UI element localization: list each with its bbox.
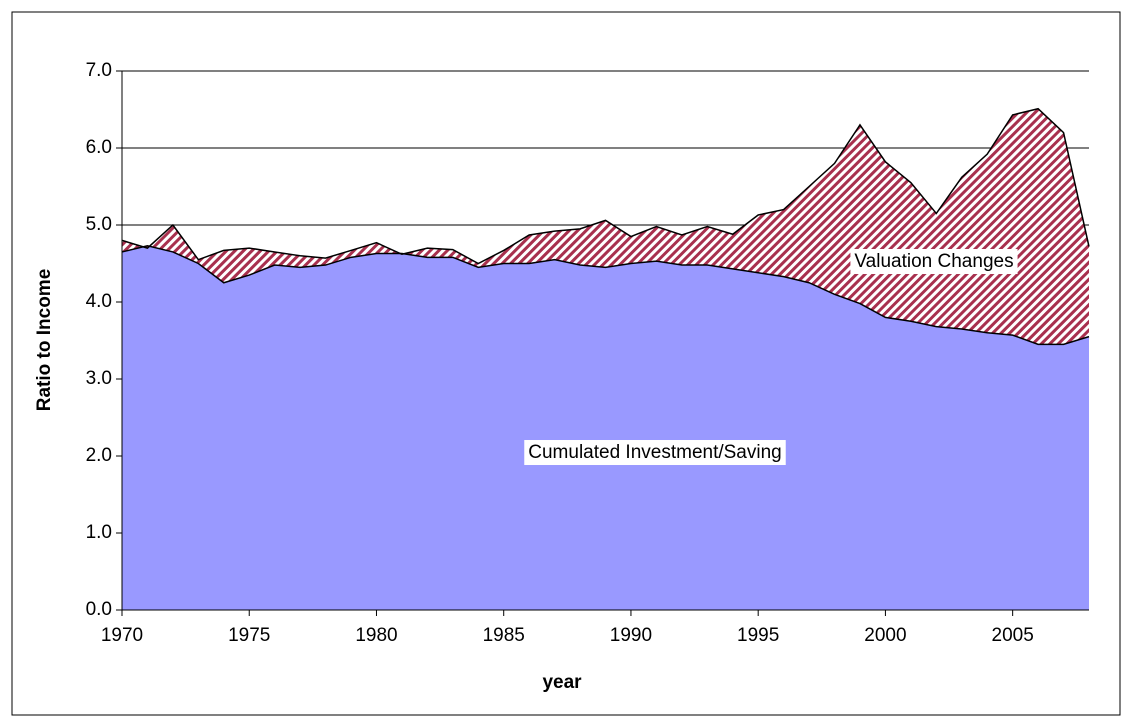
x-tick-label: 2005 [992,625,1034,646]
area-fill [122,108,1089,345]
area-fill [122,245,1089,611]
x-axis-title: year [542,672,582,693]
y-tick-label: 4.0 [86,291,112,312]
y-tick-label: 0.0 [86,599,112,620]
x-tick-label: 1990 [610,625,652,646]
series-label: Valuation Changes [854,251,1013,272]
x-tick-label: 1995 [737,625,779,646]
y-tick-label: 7.0 [86,60,112,81]
y-tick-label: 3.0 [86,368,112,389]
y-axis-title: Ratio to Income [34,269,55,412]
x-tick-label: 1975 [228,625,270,646]
series-label: Cumulated Investment/Saving [528,442,781,463]
areas [121,107,1090,611]
axes: 0.0 1.0 2.0 3.0 4.0 5.0 6.0 7.0 1970 1975 1980 1985… [86,60,1089,646]
x-tick-label: 1980 [355,625,397,646]
area-line [121,245,1090,346]
series-label-box [850,249,1018,275]
x-tick-label: 1985 [483,625,525,646]
y-tick-label: 5.0 [86,214,112,235]
y-tick-label: 2.0 [86,445,112,466]
y-tick-label: 6.0 [86,137,112,158]
x-tick-label: 1970 [101,625,143,646]
series-label-box [524,440,786,466]
area-line [121,107,1090,265]
x-tick-label: 2000 [864,625,906,646]
y-tick-label: 1.0 [86,522,112,543]
